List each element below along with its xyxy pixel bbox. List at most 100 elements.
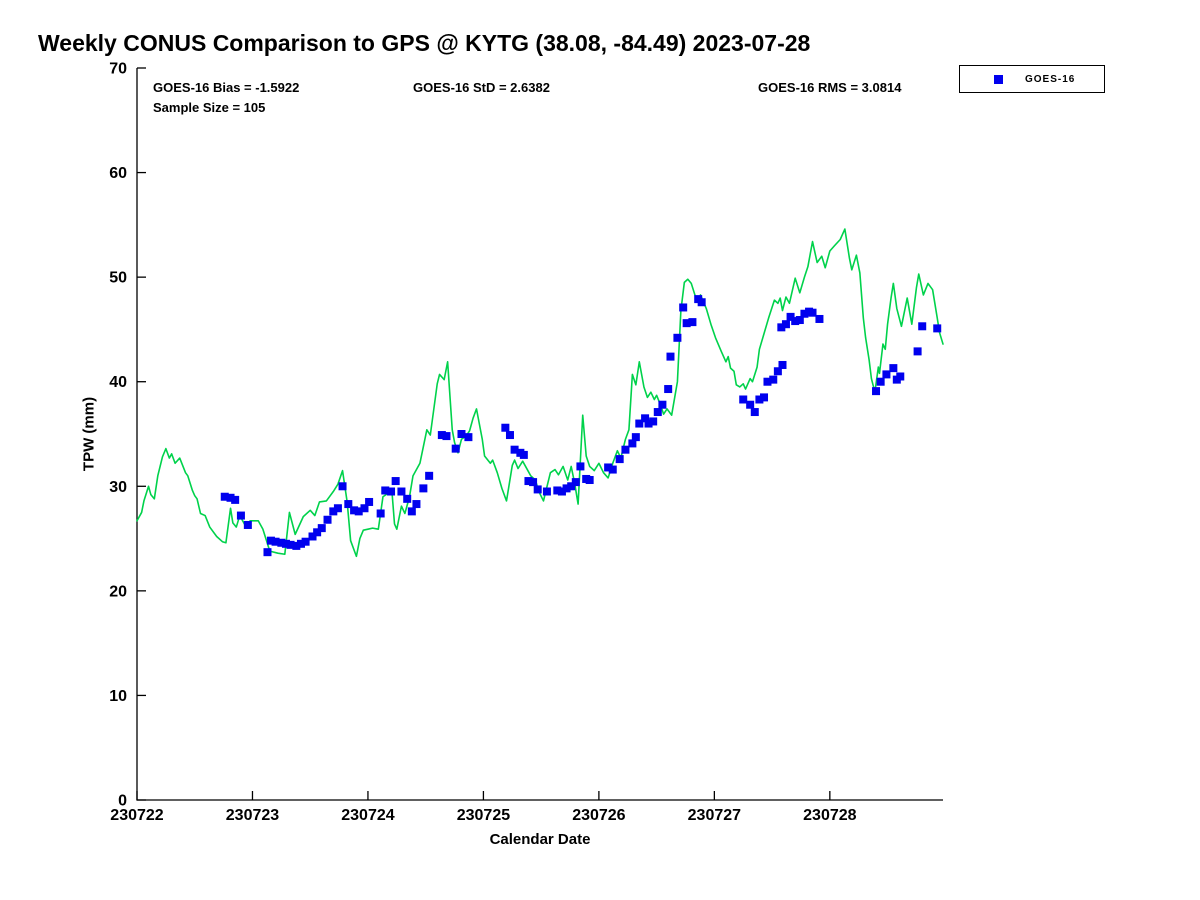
goes16-data-point bbox=[350, 506, 359, 515]
y-tick-label: 20 bbox=[109, 583, 127, 600]
goes16-data-point bbox=[344, 500, 353, 509]
goes16-data-point bbox=[266, 536, 275, 545]
goes16-data-point bbox=[407, 507, 416, 516]
goes16-data-point bbox=[635, 419, 644, 428]
goes16-data-point bbox=[649, 417, 658, 426]
goes16-data-point bbox=[800, 309, 809, 318]
goes16-data-point bbox=[644, 419, 653, 428]
stat-sample-size: Sample Size = 105 bbox=[153, 100, 266, 115]
stat-std: GOES-16 StD = 2.6382 bbox=[413, 80, 550, 95]
goes16-data-point bbox=[220, 492, 229, 501]
goes16-data-point bbox=[419, 484, 428, 493]
goes16-data-point bbox=[872, 387, 881, 396]
goes16-data-point bbox=[308, 532, 317, 541]
stat-rms: GOES-16 RMS = 3.0814 bbox=[758, 80, 902, 95]
y-tick-label: 0 bbox=[118, 793, 127, 810]
goes16-data-point bbox=[791, 317, 800, 326]
goes16-data-point bbox=[286, 540, 295, 549]
goes16-data-point bbox=[608, 465, 617, 474]
goes16-data-point bbox=[781, 320, 790, 329]
goes16-data-point bbox=[296, 539, 305, 548]
goes16-data-point bbox=[697, 298, 706, 307]
stat-bias: GOES-16 Bias = -1.5922 bbox=[153, 80, 300, 95]
goes16-data-point bbox=[505, 431, 514, 440]
goes16-data-point bbox=[773, 367, 782, 376]
goes16-data-point bbox=[301, 537, 310, 546]
x-tick-label: 230723 bbox=[226, 807, 279, 824]
goes16-data-point bbox=[391, 477, 400, 486]
goes16-data-point bbox=[585, 476, 594, 485]
goes16-data-point bbox=[673, 333, 682, 342]
goes16-data-point bbox=[763, 377, 772, 386]
goes16-data-point bbox=[876, 377, 885, 386]
goes16-data-point bbox=[397, 487, 406, 496]
goes16-data-point bbox=[442, 432, 451, 441]
goes16-data-point bbox=[679, 303, 688, 312]
goes16-data-point bbox=[381, 486, 390, 495]
goes16-data-point bbox=[682, 319, 691, 328]
goes16-data-point bbox=[653, 408, 662, 417]
goes16-markers bbox=[220, 295, 942, 557]
goes16-data-point bbox=[739, 395, 748, 404]
y-tick-label: 30 bbox=[109, 479, 127, 496]
goes16-data-point bbox=[263, 548, 272, 557]
goes16-marker-icon bbox=[994, 74, 1003, 84]
goes16-data-point bbox=[755, 395, 764, 404]
legend-label: GOES-16 bbox=[1025, 73, 1076, 85]
goes16-data-point bbox=[688, 318, 697, 327]
goes16-data-point bbox=[533, 485, 542, 494]
goes16-data-point bbox=[889, 364, 898, 373]
goes16-data-point bbox=[376, 509, 385, 518]
goes16-data-point bbox=[562, 484, 571, 493]
goes16-data-point bbox=[412, 500, 421, 509]
goes16-data-point bbox=[615, 455, 624, 464]
goes16-data-point bbox=[501, 423, 510, 432]
gps-line bbox=[136, 228, 944, 558]
goes16-data-point bbox=[226, 493, 235, 502]
goes16-data-point bbox=[236, 511, 245, 520]
x-tick-label: 230727 bbox=[688, 807, 741, 824]
goes16-data-point bbox=[777, 323, 786, 332]
goes16-data-point bbox=[243, 520, 252, 529]
goes16-data-point bbox=[666, 352, 675, 361]
goes16-data-point bbox=[277, 538, 286, 547]
goes16-data-point bbox=[641, 414, 650, 423]
goes16-data-point bbox=[896, 372, 905, 381]
goes16-data-point bbox=[457, 430, 466, 438]
goes16-data-point bbox=[778, 360, 787, 369]
goes16-data-point bbox=[292, 541, 301, 550]
x-axis-label: Calendar Date bbox=[489, 831, 591, 848]
goes16-data-point bbox=[913, 347, 922, 356]
goes16-data-point bbox=[769, 375, 778, 384]
y-tick-label: 70 bbox=[109, 61, 127, 78]
goes16-data-point bbox=[918, 322, 927, 331]
x-tick-label: 230726 bbox=[572, 807, 625, 824]
y-tick-label: 40 bbox=[109, 374, 127, 391]
goes16-data-point bbox=[746, 400, 755, 409]
goes16-data-point bbox=[231, 495, 240, 504]
goes16-data-point bbox=[815, 314, 824, 323]
goes16-data-point bbox=[360, 504, 369, 513]
goes16-data-point bbox=[329, 507, 338, 516]
goes16-data-point bbox=[365, 497, 374, 506]
goes16-data-point bbox=[323, 515, 332, 524]
x-tick-label: 230725 bbox=[457, 807, 510, 824]
goes16-data-point bbox=[750, 408, 759, 417]
goes16-data-point bbox=[510, 445, 519, 454]
goes16-data-point bbox=[604, 463, 613, 472]
goes16-data-point bbox=[760, 393, 769, 402]
goes16-data-point bbox=[786, 312, 795, 321]
goes16-data-point bbox=[529, 478, 538, 487]
goes16-data-point bbox=[524, 477, 533, 486]
goes16-data-point bbox=[933, 324, 942, 333]
goes16-data-point bbox=[557, 487, 566, 496]
goes16-data-point bbox=[333, 504, 342, 513]
x-tick-label: 230728 bbox=[803, 807, 856, 824]
legend-box: GOES-16 bbox=[959, 65, 1105, 93]
goes16-data-point bbox=[567, 482, 576, 491]
goes16-data-point bbox=[451, 444, 460, 453]
goes16-data-point bbox=[658, 400, 667, 409]
goes16-data-point bbox=[576, 462, 585, 471]
